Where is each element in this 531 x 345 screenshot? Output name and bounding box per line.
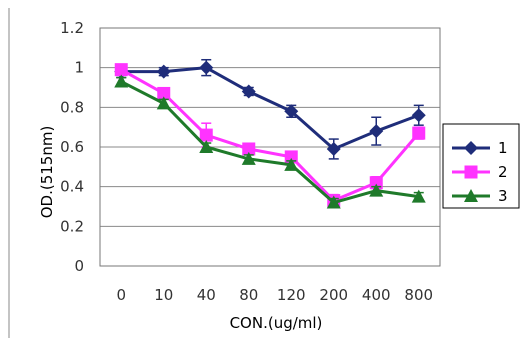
x-axis-ticks: 0 10 40 80 120 200 400 800 (116, 286, 433, 304)
series-3 (114, 74, 426, 209)
x-tick-label: 0 (116, 286, 126, 304)
legend-label: 1 (498, 139, 508, 157)
y-tick-label: 0 (74, 257, 84, 275)
data-point (156, 96, 171, 110)
data-point (326, 141, 341, 156)
data-point (156, 64, 171, 79)
data-point (114, 74, 129, 88)
data-point (157, 86, 171, 100)
x-tick-label: 40 (197, 286, 216, 304)
legend-box (442, 123, 520, 209)
y-tick-label: 1 (74, 59, 84, 77)
legend-marker (464, 165, 478, 179)
x-tick-label: 10 (154, 286, 173, 304)
data-point (411, 108, 426, 123)
legend-item-2: 2 (452, 163, 508, 181)
data-point (369, 183, 384, 197)
y-tick-label: 1.2 (60, 19, 84, 37)
series-layer (114, 58, 426, 209)
data-point (199, 128, 213, 142)
data-point (241, 84, 256, 99)
y-axis-ticks: 0 0.2 0.4 0.6 0.8 1 1.2 (60, 19, 84, 275)
data-point (412, 126, 426, 140)
data-point (242, 142, 256, 156)
legend-label: 2 (498, 163, 508, 181)
data-point (114, 63, 128, 77)
legend-marker (464, 141, 478, 155)
x-tick-label: 800 (404, 286, 433, 304)
data-point (369, 124, 384, 139)
data-point (411, 189, 426, 203)
y-tick-label: 0.4 (60, 178, 84, 196)
x-tick-label: 120 (277, 286, 306, 304)
data-point (326, 195, 341, 209)
series-1 (114, 58, 426, 160)
data-point (241, 151, 256, 165)
series-line (120, 80, 419, 205)
y-axis-title: OD.(515nm) (38, 126, 56, 219)
x-axis-title: CON.(ug/ml) (230, 314, 323, 332)
x-tick-label: 400 (362, 286, 391, 304)
legend: 1 2 3 (442, 123, 520, 209)
y-tick-label: 0.2 (60, 217, 84, 235)
legend-item-3: 3 (452, 187, 508, 205)
x-tick-label: 200 (319, 286, 348, 304)
y-tick-label: 0.6 (60, 138, 84, 156)
legend-marker (464, 189, 478, 202)
legend-label: 3 (498, 187, 508, 205)
plot-area (99, 27, 441, 267)
x-tick-label: 80 (239, 286, 258, 304)
data-point (199, 140, 214, 153)
y-tick-label: 0.8 (60, 98, 84, 116)
series-line (121, 66, 420, 151)
data-point (284, 157, 299, 171)
series-line (120, 68, 420, 203)
data-point (199, 60, 214, 75)
data-point (284, 104, 299, 119)
legend-item-1: 1 (452, 139, 508, 157)
